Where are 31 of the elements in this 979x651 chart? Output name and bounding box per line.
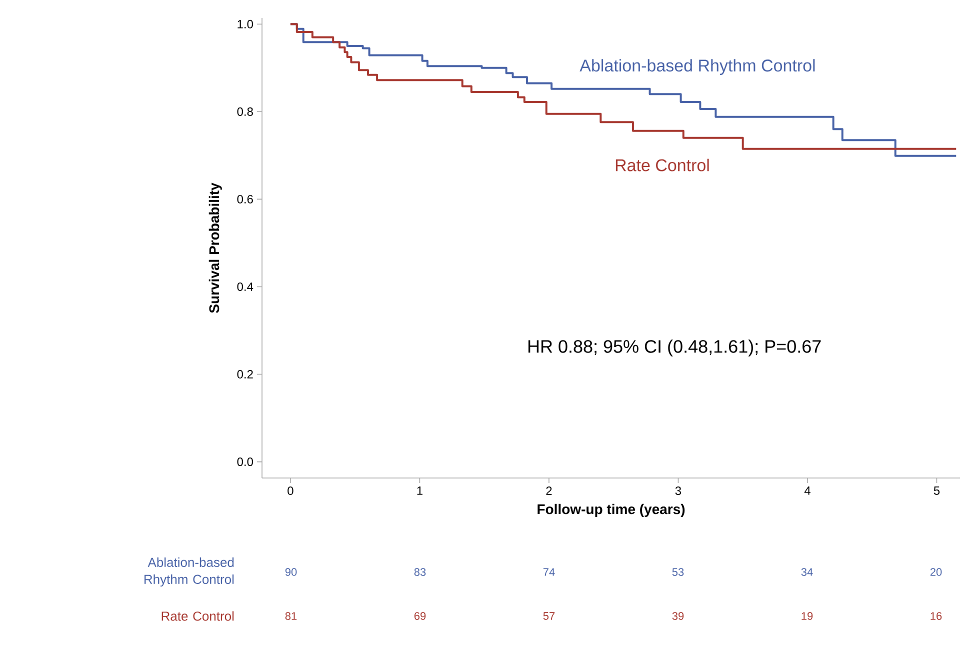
text: 19 [802, 612, 813, 620]
series-label: Rate Control [616, 158, 709, 172]
series-label: Ablation-based Rhythm Control [580, 59, 815, 75]
text: 39 [672, 612, 684, 620]
text: 69 [414, 612, 426, 620]
y-tick-label: 0.2 [237, 370, 253, 379]
y-tick-label: 0.8 [237, 107, 253, 116]
text: Ablation-based Rhythm Control [144, 557, 234, 587]
y-tick-label: 0.0 [237, 458, 254, 466]
y-tick-label: 1.0 [238, 20, 254, 28]
annotation: HR 0.88; 95% CI (0.48,1.61); P=0.67 [528, 340, 821, 356]
y-tick-label: 0.6 [237, 194, 253, 204]
text: 90 [285, 568, 297, 576]
text: Rate Control [162, 611, 234, 621]
x-tick-label: 5 [934, 486, 940, 495]
text: 34 [801, 568, 813, 576]
x-tick-label: 1 [417, 486, 422, 495]
text: 74 [543, 568, 555, 576]
text: 16 [930, 612, 942, 620]
text: 81 [285, 612, 297, 620]
text: 83 [414, 568, 426, 576]
y-axis-title: Survival Probability [208, 182, 222, 313]
x-tick-label: 4 [804, 486, 810, 495]
y-tick-label: 0.4 [237, 282, 254, 291]
text: 53 [672, 568, 684, 576]
x-tick-label: 0 [288, 486, 294, 496]
text: 20 [930, 568, 942, 576]
x-tick-label: 2 [546, 486, 552, 495]
x-tick-label: 3 [675, 486, 682, 496]
x-axis-title: Follow-up time (years) [538, 504, 685, 517]
text: 57 [543, 612, 555, 620]
